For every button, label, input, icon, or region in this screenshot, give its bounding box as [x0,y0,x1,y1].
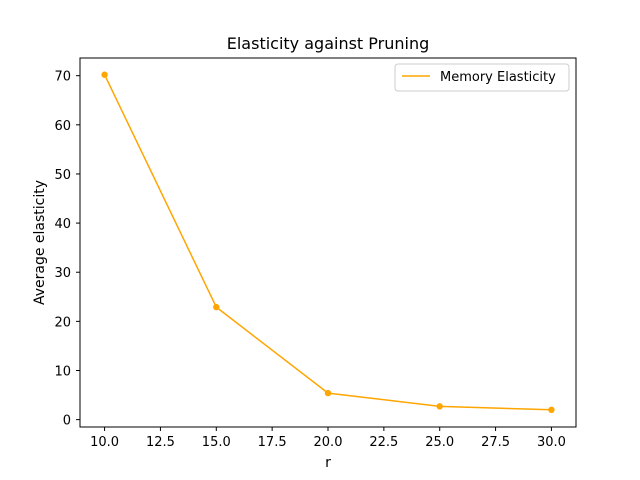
y-axis-ticks: 0 10 20 30 40 50 60 70 [54,70,80,429]
y-tick-label: 70 [54,70,71,85]
x-tick-label: 12.5 [146,435,175,450]
data-point [101,71,108,78]
x-axis-ticks: 10.0 12.5 15.0 17.5 20.0 22.5 25.0 27.5 30.0 [90,427,566,450]
x-tick-label: 27.5 [481,435,510,450]
y-tick-label: 10 [54,364,71,379]
y-axis-label: Average elasticity [32,180,48,305]
legend-box [394,63,570,92]
y-tick-label: 20 [54,315,71,330]
y-tick-label: 60 [54,119,71,134]
x-tick-label: 25.0 [425,435,454,450]
plot-area [79,57,577,428]
x-tick-label: 15.0 [202,435,231,450]
series-line-memory-elasticity [103,74,552,411]
x-tick-label: 17.5 [258,435,287,450]
data-point [213,303,220,311]
legend: Memory Elasticity [394,63,570,92]
x-tick-label: 22.5 [369,435,398,450]
data-point [324,389,332,397]
series-layer [101,71,555,414]
x-tick-label: 10.0 [90,435,119,450]
y-tick-label: 50 [54,168,71,183]
chart-title: Elasticity against Pruning [227,34,430,53]
plot-frame [79,57,577,428]
x-axis-label: r [325,455,331,471]
x-tick-label: 30.0 [537,435,566,450]
y-tick-label: 0 [63,414,71,429]
legend-label-memory-elasticity: Memory Elasticity [440,70,556,85]
data-point [548,406,555,414]
y-tick-label: 30 [54,266,71,281]
data-point [436,403,443,410]
y-tick-label: 40 [54,217,71,232]
x-tick-label: 20.0 [314,435,343,450]
